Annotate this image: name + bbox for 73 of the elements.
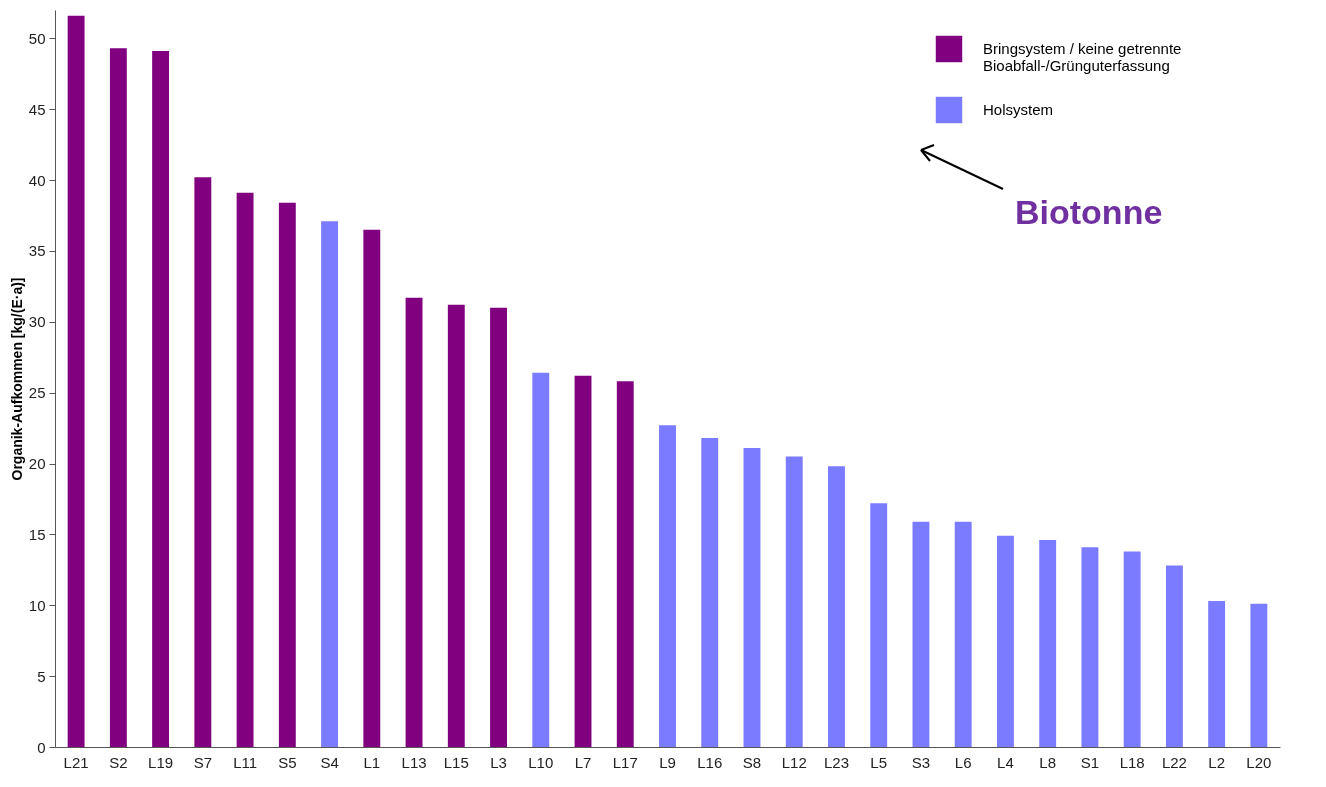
bar	[1081, 547, 1099, 747]
x-tick-label: L13	[401, 753, 427, 771]
y-tick-label: 45	[28, 100, 46, 118]
bar	[1165, 565, 1183, 747]
x-tick-label: L16	[697, 753, 723, 771]
bar	[109, 48, 127, 747]
x-tick-label: L6	[954, 753, 972, 771]
x-tick-label: L21	[63, 753, 89, 771]
x-tick-label: L17	[612, 753, 638, 771]
bar	[996, 535, 1014, 747]
bar	[1123, 551, 1141, 747]
legend-label: Holsystem	[983, 101, 1054, 118]
bar	[1039, 540, 1057, 747]
x-tick-label: L23	[823, 753, 849, 771]
bar	[574, 375, 592, 747]
bar	[1208, 601, 1226, 747]
y-tick-label: 40	[28, 171, 46, 189]
bar	[743, 447, 761, 747]
y-axis-title: Organik-Aufkommen [kg/(E·a)]	[8, 277, 25, 481]
x-tick-label: L2	[1208, 753, 1225, 771]
bar	[447, 304, 465, 747]
bar	[616, 381, 634, 747]
x-tick-label: S5	[278, 753, 297, 771]
bar	[490, 307, 507, 747]
bar	[363, 229, 381, 747]
bar	[532, 372, 550, 747]
y-tick-label: 50	[28, 29, 46, 47]
y-tick-label: 25	[28, 384, 46, 402]
legend-label: Bringsystem / keine getrennte Bioabfall-/Grünguterfassung	[983, 40, 1182, 74]
x-tick-label: L1	[363, 753, 381, 771]
bar	[870, 503, 888, 747]
x-tick-label: L3	[490, 753, 507, 771]
bar	[785, 456, 803, 747]
bar	[152, 51, 170, 747]
bar	[194, 177, 212, 747]
y-tick-label: 35	[28, 242, 46, 260]
bar	[1250, 603, 1268, 747]
bar	[912, 521, 930, 747]
x-tick-label: L19	[148, 753, 174, 771]
x-tick-label: L10	[528, 753, 554, 771]
bar	[405, 297, 423, 747]
x-tick-label: L12	[781, 753, 807, 771]
y-tick-label: 30	[28, 313, 46, 331]
bar	[67, 15, 85, 747]
x-tick-label: L9	[659, 753, 676, 771]
x-tick-label: L11	[233, 753, 258, 771]
x-tick-label: L18	[1119, 753, 1145, 771]
annotation: Biotonne	[1015, 193, 1163, 232]
bar	[236, 192, 254, 747]
y-tick-label: 20	[28, 455, 46, 473]
x-tick-label: S1	[1080, 753, 1100, 771]
x-tick-label: S4	[320, 753, 339, 771]
x-tick-label: L8	[1039, 753, 1057, 771]
y-tick-label: 10	[28, 596, 46, 614]
x-tick-label: S7	[193, 753, 213, 771]
x-tick-label: L4	[997, 753, 1014, 771]
bar	[321, 221, 339, 747]
x-tick-label: L22	[1161, 753, 1187, 771]
bar	[701, 438, 719, 747]
bar	[278, 202, 296, 747]
bar	[954, 521, 972, 747]
x-tick-label: S3	[911, 753, 931, 771]
x-tick-label: L20	[1246, 753, 1272, 771]
x-tick-label: S2	[109, 753, 128, 771]
x-tick-label: L5	[870, 753, 888, 771]
x-tick-label: L7	[574, 753, 592, 771]
x-tick-label: S8	[742, 753, 762, 771]
y-tick-label: 0	[37, 738, 46, 756]
bar	[828, 466, 845, 747]
y-tick-label: 15	[28, 525, 46, 543]
x-tick-label: L15	[443, 753, 469, 771]
y-tick-label: 5	[37, 667, 46, 685]
bar	[659, 425, 676, 747]
